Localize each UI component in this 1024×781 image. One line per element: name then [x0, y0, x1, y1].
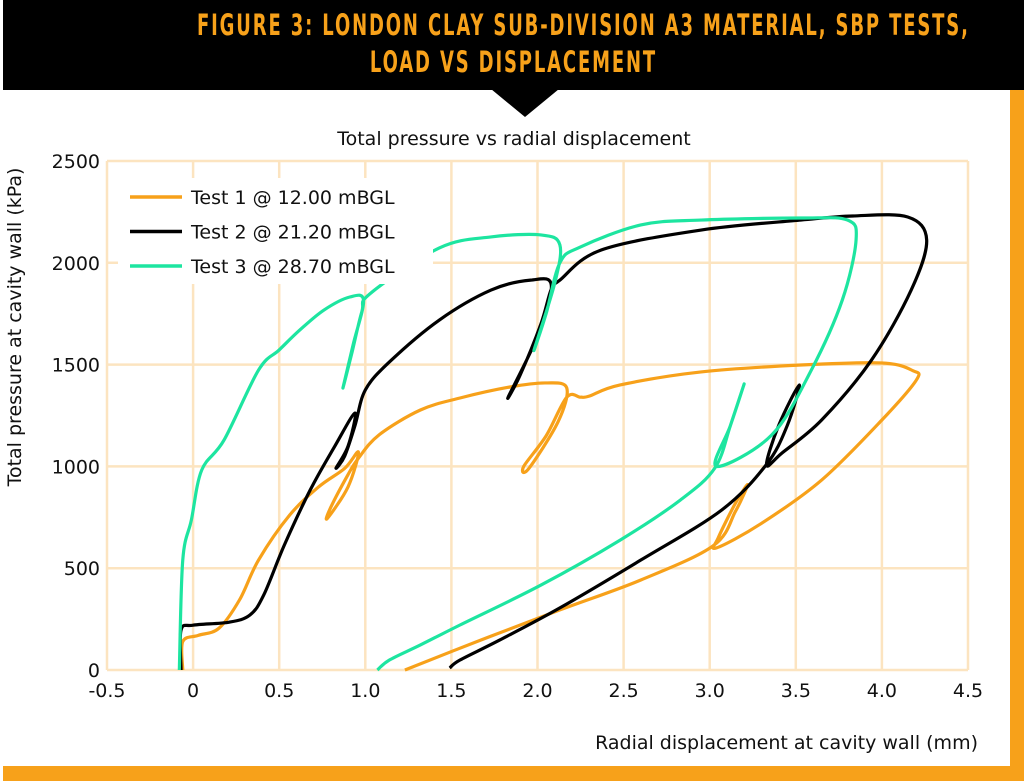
y-tick-label: 1000: [52, 456, 100, 478]
x-tick-label: 2.5: [608, 680, 638, 702]
curves: [177, 213, 929, 672]
y-axis-label: Total pressure at cavity wall (kPa): [4, 168, 26, 488]
banner-pointer: [491, 89, 559, 117]
x-tick-label: 3.0: [695, 680, 725, 702]
x-tick-label: 1.5: [436, 680, 466, 702]
title-banner: FIGURE 3: LONDON CLAY SUB-DIVISION A3 MA…: [3, 0, 1024, 90]
y-tick-label: 1500: [52, 355, 100, 377]
legend-label-test-3: Test 3 @ 28.70 mBGL: [190, 256, 395, 278]
chart-title: Total pressure vs radial displacement: [336, 128, 691, 150]
legend: Test 1 @ 12.00 mBGL Test 2 @ 21.20 mBGL Te…: [130, 187, 395, 278]
x-tick-label: -0.5: [88, 680, 125, 702]
y-tick-label: 2500: [52, 151, 100, 173]
x-tick-label: 4.0: [867, 680, 897, 702]
x-tick-label: 0.5: [264, 680, 294, 702]
x-axis-label: Radial displacement at cavity wall (mm): [595, 732, 978, 754]
x-tick-label: 0: [187, 680, 199, 702]
x-tick-label: 3.5: [781, 680, 811, 702]
legend-label-test-2: Test 2 @ 21.20 mBGL: [190, 222, 395, 244]
series-line-test-1: [180, 361, 921, 672]
y-tick-label: 500: [64, 558, 100, 580]
orange-border-bottom: [3, 766, 1024, 781]
orange-border-right: [1010, 90, 1024, 781]
y-tick-labels: 0 500 1000 1500 2000 2500: [52, 151, 100, 682]
figure-title-line2: LOAD VS DISPLACEMENT: [369, 45, 658, 79]
x-tick-label: 2.0: [522, 680, 552, 702]
x-tick-labels: -0.5 0 0.5 1.0 1.5 2.0 2.5 3.0 3.5 4.0 4.5: [88, 680, 983, 702]
grid: [105, 159, 970, 672]
series-line-test-3: [177, 216, 858, 672]
legend-label-test-1: Test 1 @ 12.00 mBGL: [190, 187, 395, 209]
y-tick-label: 2000: [52, 253, 100, 275]
y-tick-label: 0: [88, 660, 100, 682]
x-tick-label: 1.0: [350, 680, 380, 702]
chart: Test 1 @ 12.00 mBGL Test 2 @ 21.20 mBGL Te…: [4, 128, 983, 754]
x-tick-label: 4.5: [953, 680, 983, 702]
